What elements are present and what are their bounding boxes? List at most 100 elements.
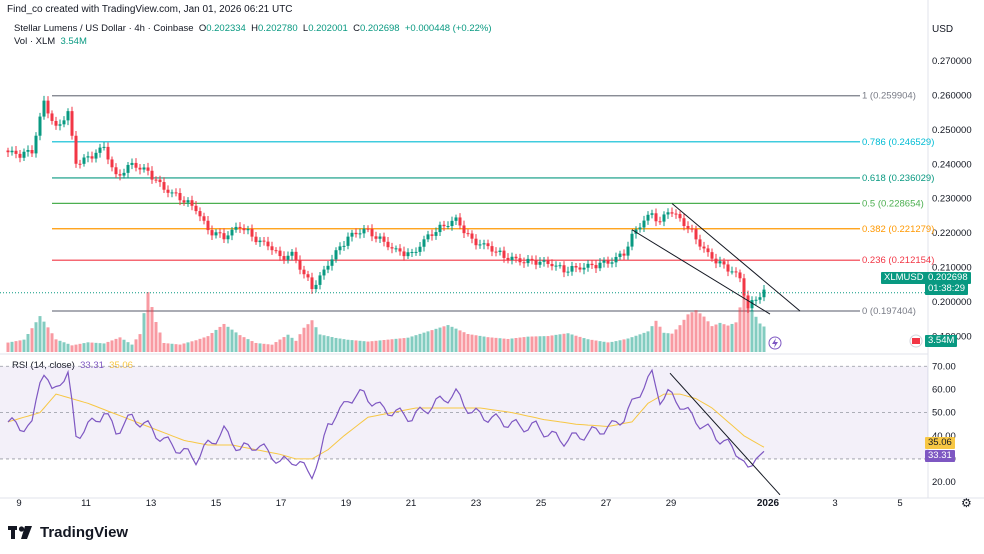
candle bbox=[486, 243, 490, 247]
candle bbox=[622, 253, 626, 256]
rsi-label[interactable]: RSI (14, close) bbox=[12, 360, 75, 371]
high-label: H bbox=[251, 23, 258, 34]
volume-bar bbox=[590, 339, 594, 352]
volume-bar bbox=[218, 326, 222, 352]
volume-bar bbox=[622, 339, 626, 352]
candle bbox=[118, 174, 122, 176]
candle bbox=[406, 252, 410, 257]
price-axis-tick: 0.200000 bbox=[932, 297, 972, 308]
settings-gear-icon[interactable]: ⚙ bbox=[961, 496, 972, 510]
candle bbox=[574, 265, 578, 268]
candle bbox=[282, 256, 286, 260]
candle bbox=[258, 240, 262, 243]
candle bbox=[442, 224, 446, 227]
volume-bar bbox=[694, 310, 698, 352]
candle bbox=[318, 275, 322, 285]
candle bbox=[370, 228, 374, 237]
candle bbox=[682, 218, 686, 227]
volume-bar bbox=[502, 338, 506, 352]
volume-bar bbox=[162, 343, 166, 352]
candle bbox=[106, 146, 110, 160]
volume-bar bbox=[234, 332, 238, 352]
volume-bar bbox=[182, 343, 186, 352]
candle bbox=[658, 221, 662, 223]
volume-bar bbox=[146, 292, 150, 352]
volume-bar bbox=[358, 340, 362, 352]
fib-level-label: 0.382 (0.221279) bbox=[862, 224, 934, 235]
candle bbox=[642, 220, 646, 228]
channel-upper-trendline bbox=[671, 203, 801, 312]
volume-bar bbox=[410, 336, 414, 352]
price-axis-tick: 0.250000 bbox=[932, 125, 972, 136]
candle bbox=[462, 225, 466, 234]
rsi-tag: 33.31 bbox=[925, 450, 955, 462]
candle bbox=[374, 236, 378, 239]
candle bbox=[266, 241, 270, 247]
volume-bar bbox=[46, 327, 50, 352]
candle bbox=[638, 227, 642, 230]
candle bbox=[122, 172, 126, 176]
symbol-title[interactable]: Stellar Lumens / US Dollar · 4h · Coinba… bbox=[14, 23, 194, 34]
rsi-axis-tick: 40.00 bbox=[932, 431, 956, 442]
candle bbox=[654, 213, 658, 222]
candle bbox=[646, 214, 650, 221]
candle bbox=[390, 247, 394, 249]
rsi-axis-tick: 70.00 bbox=[932, 361, 956, 372]
candle bbox=[518, 258, 522, 263]
volume-bar bbox=[290, 337, 294, 352]
volume-bar bbox=[338, 338, 342, 352]
volume-bar bbox=[758, 323, 762, 352]
volume-bar bbox=[134, 339, 138, 352]
volume-bar bbox=[594, 340, 598, 352]
last-price-tag: 0.202698 bbox=[925, 272, 971, 284]
time-axis-tick: 13 bbox=[146, 498, 157, 509]
candle bbox=[218, 232, 222, 234]
candle bbox=[494, 251, 498, 253]
candle bbox=[422, 239, 426, 247]
volume-bar bbox=[574, 335, 578, 352]
volume-bar bbox=[634, 335, 638, 352]
candle bbox=[330, 259, 334, 266]
volume-bar bbox=[430, 330, 434, 352]
volume-bar bbox=[194, 340, 198, 352]
candle bbox=[310, 277, 314, 290]
candle bbox=[62, 120, 66, 125]
volume-bar bbox=[42, 321, 46, 352]
volume-bar bbox=[470, 334, 474, 352]
volume-bar bbox=[278, 339, 282, 352]
candle bbox=[26, 149, 30, 152]
volume-bar bbox=[454, 328, 458, 352]
volume-bar bbox=[562, 333, 566, 352]
volume-bar bbox=[558, 334, 562, 352]
candle bbox=[150, 170, 154, 180]
volume-bar bbox=[114, 338, 118, 352]
price-axis-tick: 0.270000 bbox=[932, 56, 972, 67]
volume-bar bbox=[450, 326, 454, 352]
volume-bar bbox=[130, 344, 134, 352]
tradingview-logo[interactable]: TradingView bbox=[8, 524, 128, 541]
volume-bar bbox=[258, 343, 262, 352]
candle bbox=[394, 248, 398, 250]
volume-bar bbox=[434, 328, 438, 352]
rsi-axis-tick: 20.00 bbox=[932, 477, 956, 488]
candle bbox=[206, 220, 210, 231]
volume-bar bbox=[606, 342, 610, 352]
low-value: 0.202001 bbox=[308, 23, 348, 34]
candle bbox=[110, 159, 114, 168]
volume-bar bbox=[466, 334, 470, 352]
volume-bar bbox=[86, 342, 90, 352]
volume-bar bbox=[214, 329, 218, 352]
volume-label[interactable]: Vol · XLM bbox=[14, 36, 56, 47]
candle bbox=[426, 234, 430, 240]
candle bbox=[10, 150, 14, 153]
currency-label[interactable]: USD bbox=[932, 24, 954, 35]
volume-bar bbox=[754, 316, 758, 352]
volume-bar bbox=[402, 338, 406, 352]
volume-bar bbox=[82, 343, 86, 352]
time-axis-tick: 27 bbox=[601, 498, 612, 509]
candle bbox=[250, 229, 254, 237]
price-axis-tick: 0.220000 bbox=[932, 228, 972, 239]
candle bbox=[322, 269, 326, 276]
volume-bar bbox=[514, 337, 518, 352]
